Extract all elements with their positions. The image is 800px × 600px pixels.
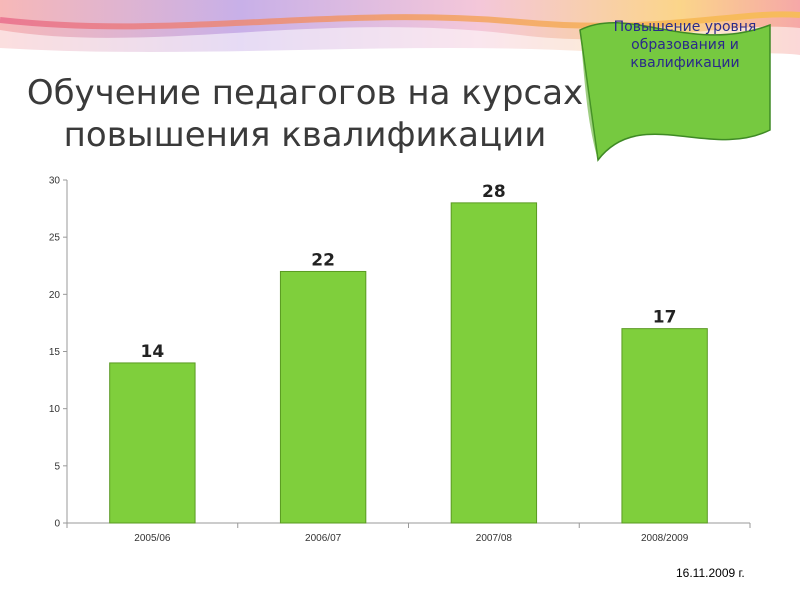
- y-tick-label: 30: [49, 176, 61, 187]
- slide-date: 16.11.2009 г.: [676, 566, 745, 580]
- y-tick-label: 5: [54, 461, 60, 472]
- y-tick-label: 0: [54, 519, 60, 530]
- data-label: 17: [653, 308, 677, 328]
- data-label: 28: [482, 182, 506, 202]
- x-category-label: 2007/08: [476, 533, 513, 544]
- y-tick-label: 15: [49, 347, 61, 358]
- bar: [109, 362, 196, 524]
- y-tick-label: 25: [49, 233, 61, 244]
- data-label: 14: [141, 342, 165, 362]
- flag-badge-text: Повышение уровня образования и квалифика…: [613, 19, 757, 71]
- x-category-label: 2005/06: [134, 533, 171, 544]
- slide-title: Обучение педагогов на курсах повышения к…: [26, 73, 584, 155]
- y-tick-label: 20: [49, 290, 61, 301]
- bar: [450, 202, 538, 524]
- data-label: 22: [311, 250, 335, 270]
- x-category-label: 2008/2009: [641, 533, 689, 544]
- bar: [621, 328, 708, 524]
- flag-badge-shape: [579, 22, 771, 162]
- bar-chart: 0 5 10 15 20 25 30 14 22 28 17 2005/06 2006/07 2007…: [49, 176, 751, 544]
- bar: [279, 270, 367, 524]
- x-category-label: 2006/07: [305, 533, 342, 544]
- y-tick-label: 10: [49, 404, 61, 415]
